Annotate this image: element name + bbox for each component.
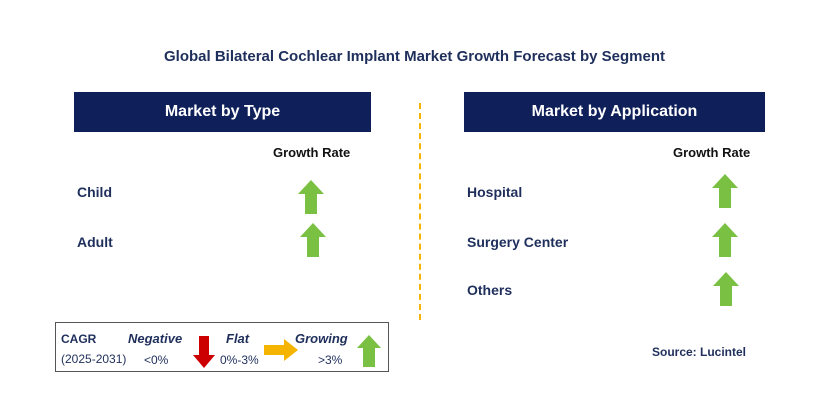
segment-label-hospital: Hospital	[467, 184, 523, 200]
legend-flat-range: 0%-3%	[220, 353, 259, 367]
negative-arrow-icon	[193, 336, 215, 368]
growing-arrow-icon	[712, 223, 738, 257]
panel-divider	[419, 103, 421, 320]
legend-growing-range: >3%	[318, 353, 343, 367]
growing-arrow-icon	[300, 223, 326, 257]
legend-cagr-label: CAGR	[61, 332, 97, 346]
legend-negative-range: <0%	[144, 353, 169, 367]
growing-arrow-icon	[712, 174, 738, 208]
growing-arrow-icon	[298, 180, 324, 214]
growing-arrow-icon	[357, 335, 381, 367]
market-by-application-header: Market by Application	[464, 92, 765, 132]
segment-label-child: Child	[77, 184, 112, 200]
legend-negative-label: Negative	[128, 331, 183, 346]
legend-period: (2025-2031)	[61, 352, 127, 366]
right-growth-rate-label: Growth Rate	[673, 145, 751, 160]
market-by-type-header: Market by Type	[74, 92, 371, 132]
cagr-legend: CAGR (2025-2031) Negative <0% Flat 0%-3%…	[55, 322, 389, 372]
segment-label-surgery-center: Surgery Center	[467, 234, 569, 250]
flat-arrow-icon	[264, 339, 298, 361]
source-label: Source: Lucintel	[652, 345, 747, 359]
legend-growing-label: Growing	[295, 331, 348, 346]
segment-label-others: Others	[467, 282, 513, 298]
left-growth-rate-label: Growth Rate	[273, 145, 351, 160]
chart-title: Global Bilateral Cochlear Implant Market…	[164, 48, 665, 65]
segment-label-adult: Adult	[77, 234, 113, 250]
legend-flat-label: Flat	[226, 331, 250, 346]
growing-arrow-icon	[713, 272, 739, 306]
